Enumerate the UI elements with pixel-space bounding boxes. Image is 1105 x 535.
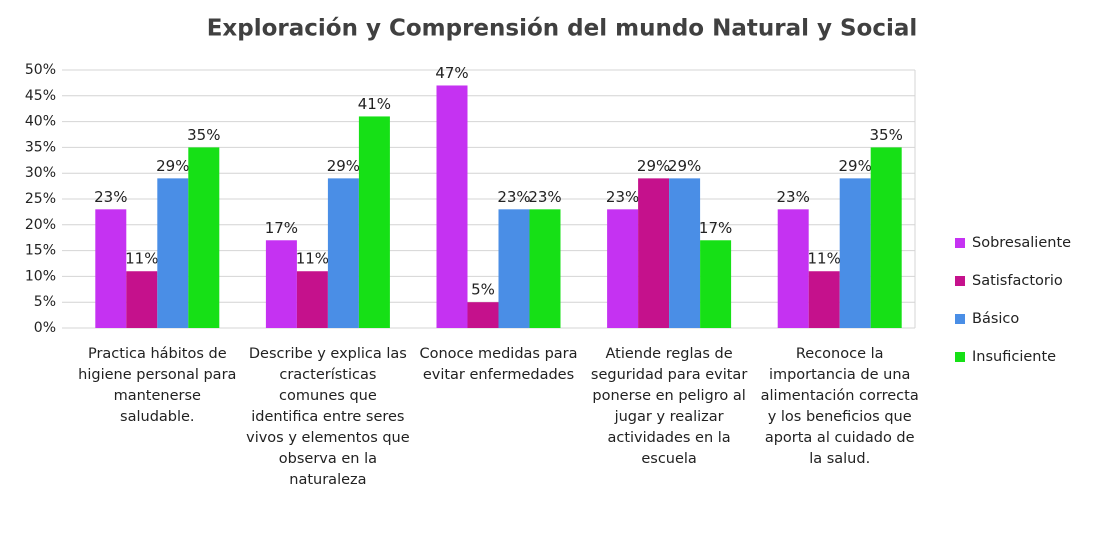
data-label: 11% (296, 250, 329, 268)
data-label: 29% (327, 157, 360, 175)
data-label: 23% (497, 188, 530, 206)
bar (607, 209, 639, 328)
legend-swatch (955, 238, 965, 248)
bar (529, 209, 561, 328)
legend-swatch (955, 352, 965, 362)
bar (498, 209, 530, 328)
y-tick-label: 15% (25, 243, 56, 259)
bar (296, 271, 328, 328)
y-tick-label: 35% (25, 139, 56, 155)
y-tick-label: 20% (25, 217, 56, 233)
data-label: 11% (125, 250, 158, 268)
bar (808, 271, 840, 328)
data-label: 35% (870, 126, 903, 144)
data-label: 23% (777, 188, 810, 206)
y-tick-label: 0% (34, 320, 56, 336)
legend-swatch (955, 314, 965, 324)
data-label: 23% (94, 188, 127, 206)
bar (870, 147, 902, 328)
y-tick-label: 45% (25, 88, 56, 104)
bar (358, 116, 390, 328)
bar (669, 178, 701, 328)
legend-label: Insuficiente (972, 349, 1056, 365)
y-tick-label: 50% (25, 62, 56, 78)
legend-label: Satisfactorio (972, 273, 1063, 289)
bar (700, 240, 732, 328)
data-label: 35% (187, 126, 220, 144)
y-tick-label: 40% (25, 114, 56, 130)
bar (638, 178, 670, 328)
x-tick-label: Atiende reglas de seguridad para evitar … (590, 346, 748, 467)
x-tick-label: Describe y explica las cracterísticas co… (246, 346, 410, 488)
data-label: 17% (699, 219, 732, 237)
x-tick-label: Practica hábitos de higiene personal par… (78, 346, 237, 425)
bar (777, 209, 809, 328)
data-label: 29% (637, 157, 670, 175)
bar (95, 209, 127, 328)
bar (327, 178, 359, 328)
data-label: 17% (265, 219, 298, 237)
bar (839, 178, 871, 328)
legend-label: Sobresaliente (972, 235, 1071, 251)
data-label: 23% (528, 188, 561, 206)
data-label: 5% (471, 281, 495, 299)
x-tick-label: Reconoce la importancia de una alimentac… (760, 346, 919, 467)
bar (436, 85, 468, 328)
bar (265, 240, 297, 328)
y-tick-label: 30% (25, 165, 56, 181)
chart-title: Exploración y Comprensión del mundo Natu… (207, 16, 918, 42)
legend-swatch (955, 276, 965, 286)
y-tick-label: 25% (25, 191, 56, 207)
bar (467, 302, 499, 328)
bar (188, 147, 220, 328)
bar (157, 178, 189, 328)
bar (126, 271, 158, 328)
x-tick-label: Conoce medidas para evitar enfermedades (419, 346, 578, 383)
y-tick-label: 10% (25, 268, 56, 284)
data-label: 29% (839, 157, 872, 175)
legend-label: Básico (972, 311, 1019, 327)
data-label: 11% (808, 250, 841, 268)
data-label: 41% (358, 95, 391, 113)
data-label: 23% (606, 188, 639, 206)
y-tick-label: 5% (34, 294, 56, 310)
data-label: 47% (435, 64, 468, 82)
data-label: 29% (156, 157, 189, 175)
data-label: 29% (668, 157, 701, 175)
